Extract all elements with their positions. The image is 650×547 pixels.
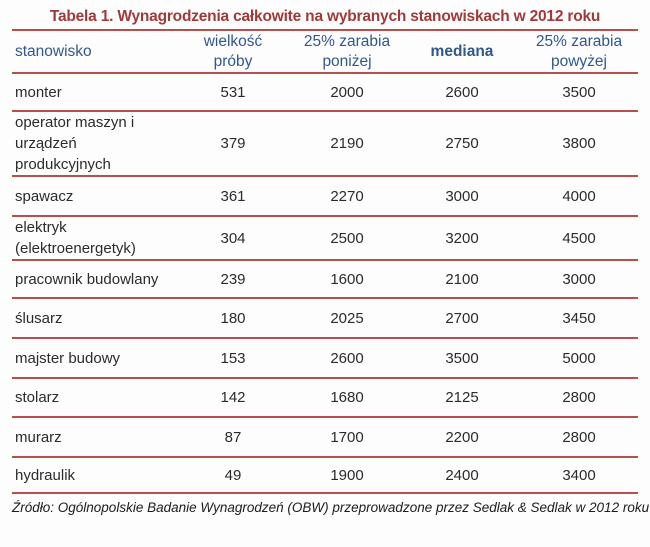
cell-zarabia-ponizej: 1900 xyxy=(290,457,404,494)
cell-wielkosc-proby: 239 xyxy=(176,260,290,299)
cell-zarabia-ponizej: 2600 xyxy=(290,338,404,379)
cell-mediana: 2700 xyxy=(404,298,520,339)
cell-stanowisko: stolarz xyxy=(12,378,176,418)
header-row: stanowisko wielkość próby 25% zarabia po… xyxy=(12,30,638,74)
table-figure: Tabela 1. Wynagrodzenia całkowite na wyb… xyxy=(12,8,650,515)
cell-mediana: 2200 xyxy=(404,417,520,458)
cell-wielkosc-proby: 153 xyxy=(176,338,290,379)
cell-zarabia-powyzej: 5000 xyxy=(520,338,638,379)
table-row: stolarz 142 1680 2125 2800 xyxy=(12,378,638,418)
table-row: monter 531 2000 2600 3500 xyxy=(12,73,638,112)
cell-wielkosc-proby: 87 xyxy=(176,417,290,458)
source-note: Źródło: Ogólnopolskie Badanie Wynagrodze… xyxy=(12,500,650,515)
cell-mediana: 2750 xyxy=(404,111,520,177)
cell-mediana: 3500 xyxy=(404,338,520,379)
cell-zarabia-powyzej: 3000 xyxy=(520,260,638,299)
cell-mediana: 3000 xyxy=(404,176,520,217)
cell-stanowisko: spawacz xyxy=(12,176,176,217)
table-row: majster budowy 153 2600 3500 5000 xyxy=(12,338,638,379)
cell-zarabia-ponizej: 2270 xyxy=(290,176,404,217)
cell-mediana: 2125 xyxy=(404,378,520,418)
cell-stanowisko: pracownik budowlany xyxy=(12,260,176,299)
table-row: operator maszyn i urządzeń produkcyjnych… xyxy=(12,111,638,177)
cell-wielkosc-proby: 142 xyxy=(176,378,290,418)
cell-mediana: 2100 xyxy=(404,260,520,299)
cell-zarabia-powyzej: 2800 xyxy=(520,378,638,418)
table-row: elektryk (elektroenergetyk) 304 2500 320… xyxy=(12,216,638,261)
cell-zarabia-powyzej: 3800 xyxy=(520,111,638,177)
cell-mediana: 3200 xyxy=(404,216,520,261)
cell-stanowisko: murarz xyxy=(12,417,176,458)
cell-wielkosc-proby: 180 xyxy=(176,298,290,339)
cell-wielkosc-proby: 531 xyxy=(176,73,290,112)
cell-zarabia-powyzej: 4500 xyxy=(520,216,638,261)
cell-mediana: 2400 xyxy=(404,457,520,494)
cell-zarabia-ponizej: 1680 xyxy=(290,378,404,418)
cell-stanowisko: monter xyxy=(12,73,176,112)
cell-zarabia-ponizej: 1600 xyxy=(290,260,404,299)
cell-stanowisko: majster budowy xyxy=(12,338,176,379)
cell-stanowisko: elektryk (elektroenergetyk) xyxy=(12,216,176,261)
col-header-mediana: mediana xyxy=(404,30,520,74)
cell-zarabia-ponizej: 2190 xyxy=(290,111,404,177)
table-row: murarz 87 1700 2200 2800 xyxy=(12,417,638,458)
table-row: pracownik budowlany 239 1600 2100 3000 xyxy=(12,260,638,299)
cell-stanowisko: operator maszyn i urządzeń produkcyjnych xyxy=(12,111,176,177)
cell-zarabia-powyzej: 3450 xyxy=(520,298,638,339)
cell-wielkosc-proby: 49 xyxy=(176,457,290,494)
cell-wielkosc-proby: 304 xyxy=(176,216,290,261)
col-header-wielkosc-proby: wielkość próby xyxy=(176,30,290,74)
cell-zarabia-powyzej: 3400 xyxy=(520,457,638,494)
salary-table: stanowisko wielkość próby 25% zarabia po… xyxy=(12,29,638,494)
table-caption: Tabela 1. Wynagrodzenia całkowite na wyb… xyxy=(49,8,601,25)
cell-mediana: 2600 xyxy=(404,73,520,112)
cell-wielkosc-proby: 361 xyxy=(176,176,290,217)
cell-stanowisko: hydraulik xyxy=(12,457,176,494)
col-header-25-zarabia-ponizej: 25% zarabia poniżej xyxy=(290,30,404,74)
cell-zarabia-powyzej: 3500 xyxy=(520,73,638,112)
cell-zarabia-powyzej: 4000 xyxy=(520,176,638,217)
table-row: spawacz 361 2270 3000 4000 xyxy=(12,176,638,217)
col-header-stanowisko: stanowisko xyxy=(12,30,176,74)
cell-zarabia-ponizej: 2000 xyxy=(290,73,404,112)
table-row: ślusarz 180 2025 2700 3450 xyxy=(12,298,638,339)
cell-wielkosc-proby: 379 xyxy=(176,111,290,177)
cell-zarabia-powyzej: 2800 xyxy=(520,417,638,458)
cell-zarabia-ponizej: 2500 xyxy=(290,216,404,261)
col-header-25-zarabia-powyzej: 25% zarabia powyżej xyxy=(520,30,638,74)
cell-zarabia-ponizej: 2025 xyxy=(290,298,404,339)
cell-stanowisko: ślusarz xyxy=(12,298,176,339)
cell-zarabia-ponizej: 1700 xyxy=(290,417,404,458)
table-row: hydraulik 49 1900 2400 3400 xyxy=(12,457,638,494)
